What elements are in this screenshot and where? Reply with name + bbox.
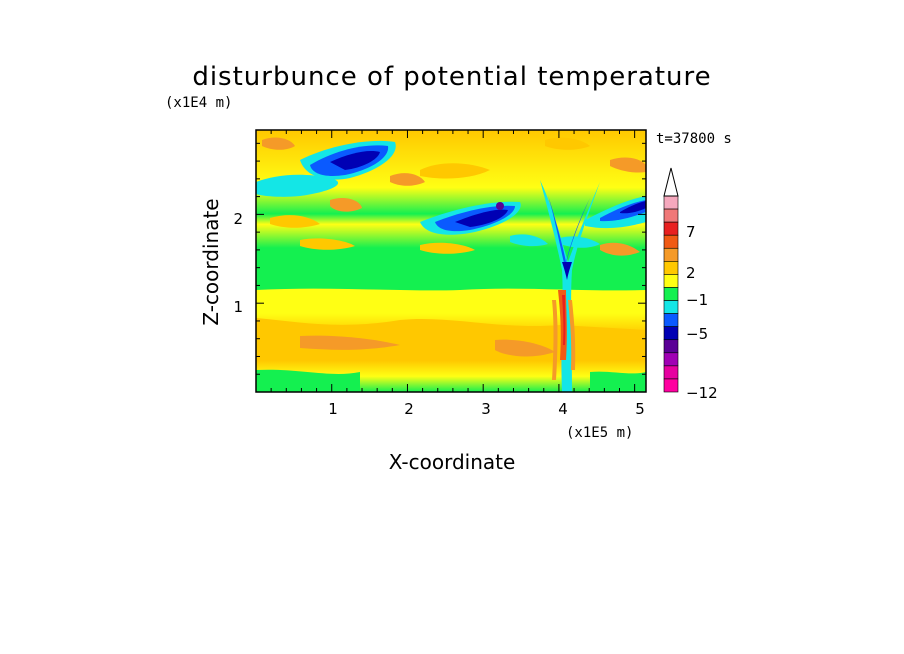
colorbar-swatch [663,313,679,327]
colorbar-swatch [663,378,679,393]
colorbar-tick-label: −5 [686,325,708,343]
colorbar-swatch [663,287,679,301]
colorbar-swatch [663,352,679,367]
colorbar-swatch [663,274,679,288]
colorbar-tick-label: 2 [686,264,696,282]
colorbar-tick-label: −1 [686,291,708,309]
colorbar-swatch [663,339,679,354]
colorbar-swatch [663,365,679,380]
x-tick-label: 5 [635,400,645,418]
colorbar-swatch [663,300,679,314]
x-axis-label: X-coordinate [389,450,516,474]
x-unit-label: (x1E5 m) [566,425,633,441]
x-tick-label: 3 [481,400,491,418]
colorbar-tick-label: 7 [686,223,696,241]
plot-frame [255,129,647,393]
colorbar-swatch [663,247,679,262]
x-tick-label: 1 [328,400,338,418]
y-tick-label: 1 [233,298,243,316]
colorbar-swatch [663,234,679,249]
y-axis-label: Z-coordinate [199,198,223,325]
chart-title: disturbunce of potential temperature [192,62,711,92]
x-tick-label: 2 [404,400,414,418]
colorbar-tick-label: −12 [686,384,718,402]
y-tick-label: 2 [233,210,243,228]
y-unit-label: (x1E4 m) [165,95,232,111]
time-label: t=37800 s [656,131,732,147]
colorbar-swatch [663,261,679,275]
axis-ticks [256,130,646,392]
colorbar-swatch [663,221,679,236]
colorbar-extend-arrow [663,167,679,197]
colorbar-swatch [663,208,679,223]
x-tick-label: 4 [558,400,568,418]
colorbar-swatch [663,195,679,210]
colorbar-swatch [663,326,679,341]
colorbar [663,167,679,393]
heatmap-field [256,130,646,392]
